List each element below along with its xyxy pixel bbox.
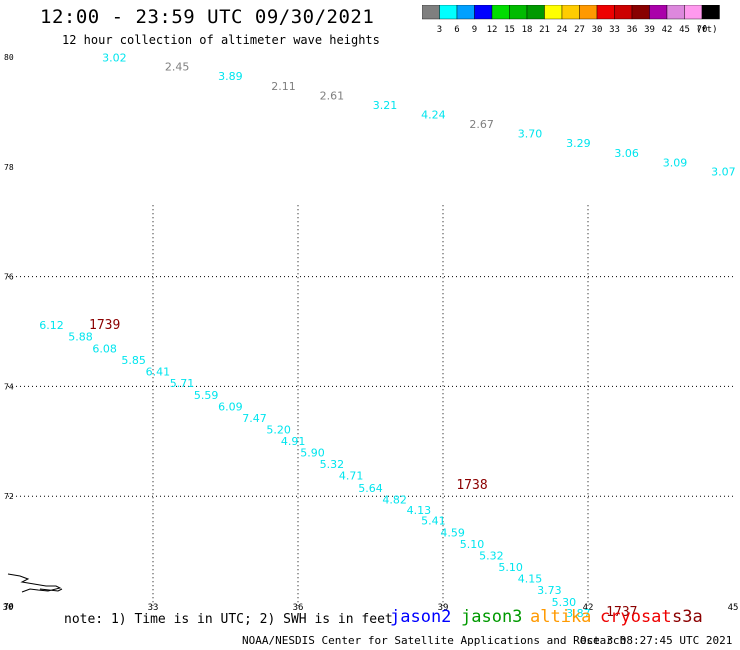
- wave-height-label: 7.47: [242, 412, 267, 425]
- legend-label: 70: [697, 25, 708, 35]
- wave-height-label: 3.73: [537, 584, 562, 597]
- wave-height-label: 5.71: [170, 377, 195, 390]
- wave-height-label: 3.87: [566, 607, 591, 620]
- track-time-label: 1739: [89, 318, 120, 333]
- map-subtitle: 12 hour collection of altimeter wave hei…: [62, 33, 380, 47]
- color-legend: 3 6 9 12 15 18 21 24 27 30 33 36 39 42 45 70(ft): [422, 5, 720, 35]
- y-tick-label: 72: [4, 492, 14, 501]
- wave-height-label: 5.90: [300, 447, 325, 460]
- wave-height-label: 5.10: [498, 561, 523, 574]
- wave-height-label: 2.45: [165, 61, 190, 74]
- y-tick-label: 76: [4, 273, 14, 282]
- wave-height-label: 4.82: [382, 493, 407, 506]
- satellite-s3a-label: s3a: [672, 607, 703, 627]
- wave-height-label: 5.85: [121, 354, 146, 367]
- wave-height-label: 4.24: [421, 108, 446, 121]
- wave-height-label: 5.30: [552, 596, 577, 609]
- legend-unit: (ft): [696, 25, 718, 35]
- wave-height-label: 2.11: [271, 80, 296, 93]
- legend-label: 36: [627, 25, 638, 35]
- x-tick-label: 45: [728, 603, 739, 613]
- wave-height-label: 6.09: [218, 401, 243, 414]
- wave-height-label: 3.29: [566, 137, 591, 150]
- x-tick-label: 33: [148, 603, 159, 613]
- x-tick-label: 30: [3, 603, 14, 613]
- wave-height-label: 3.89: [218, 70, 243, 83]
- x-tick-label: 39: [438, 603, 449, 613]
- credit-text: NOAA/NESDIS Center for Satellite Applica…: [242, 634, 627, 647]
- satellite-cryosat-label: cryosat: [600, 607, 672, 627]
- wave-height-label: 3.21: [373, 99, 398, 112]
- track-time-label: 1738: [456, 478, 487, 493]
- wave-height-label: 4.71: [339, 470, 364, 483]
- wave-height-label: 2.67: [469, 118, 494, 131]
- legend-label: 3: [437, 25, 442, 35]
- y-tick-label: 70: [4, 602, 14, 611]
- wave-height-label: 3.06: [614, 147, 639, 160]
- wave-height-label: 3.02: [102, 51, 127, 64]
- track-time-label: 1737: [606, 605, 637, 620]
- legend-label: 15: [504, 25, 515, 35]
- wave-height-label: 3.09: [663, 156, 688, 169]
- wave-height-label: 5.20: [266, 424, 291, 437]
- wave-height-label: 4.59: [440, 526, 465, 539]
- legend-label: 30: [592, 25, 603, 35]
- wave-height-label: 3.07: [711, 166, 736, 179]
- wave-height-label: 5.41: [421, 515, 446, 528]
- legend-label: 45: [679, 25, 690, 35]
- map-title: 12:00 - 23:59 UTC 09/30/2021: [40, 6, 375, 28]
- satellite-altika-label: altika: [530, 607, 592, 627]
- coastline: [7, 573, 63, 593]
- wave-height-label: 5.32: [320, 458, 345, 471]
- wave-height-label: 6.08: [92, 342, 117, 355]
- wave-height-label: 4.91: [281, 435, 306, 448]
- legend-label: 21: [539, 25, 550, 35]
- y-tick-label: 80: [4, 53, 14, 62]
- footnote: note: 1) Time is in UTC; 2) SWH is in fe…: [64, 612, 393, 627]
- legend-label: 24: [557, 25, 568, 35]
- legend-label: 27: [574, 25, 585, 35]
- wave-height-label: 3.70: [518, 128, 543, 141]
- x-tick-label: 36: [293, 603, 304, 613]
- legend-label: 12: [487, 25, 498, 35]
- generated-timestamp: Oct 3 08:27:45 UTC 2021: [580, 634, 733, 647]
- legend-label: 9: [472, 25, 477, 35]
- wave-height-label: 4.15: [518, 572, 543, 585]
- wave-height-label: 5.88: [68, 330, 93, 343]
- wave-height-label: 6.41: [146, 365, 171, 378]
- satellite-jason3-label: jason3: [461, 607, 523, 627]
- wave-height-label: 5.59: [194, 389, 219, 402]
- wave-height-label: 4.13: [407, 504, 432, 517]
- legend-swatch: [701, 5, 720, 20]
- wave-height-label: 5.10: [460, 538, 485, 551]
- legend-label: 18: [522, 25, 533, 35]
- wave-height-label: 5.64: [358, 482, 383, 495]
- wave-height-label: 2.61: [320, 89, 345, 102]
- y-tick-label: 78: [4, 163, 14, 172]
- satellite-jason2-label: jason2: [390, 607, 452, 627]
- wave-height-label: 6.12: [39, 319, 64, 332]
- legend-label: 42: [662, 25, 673, 35]
- legend-label: 6: [454, 25, 459, 35]
- x-tick-label: 42: [583, 603, 594, 613]
- y-tick-label: 74: [4, 382, 14, 391]
- legend-label: 33: [609, 25, 620, 35]
- legend-label: 39: [644, 25, 655, 35]
- wave-height-label: 5.32: [479, 549, 504, 562]
